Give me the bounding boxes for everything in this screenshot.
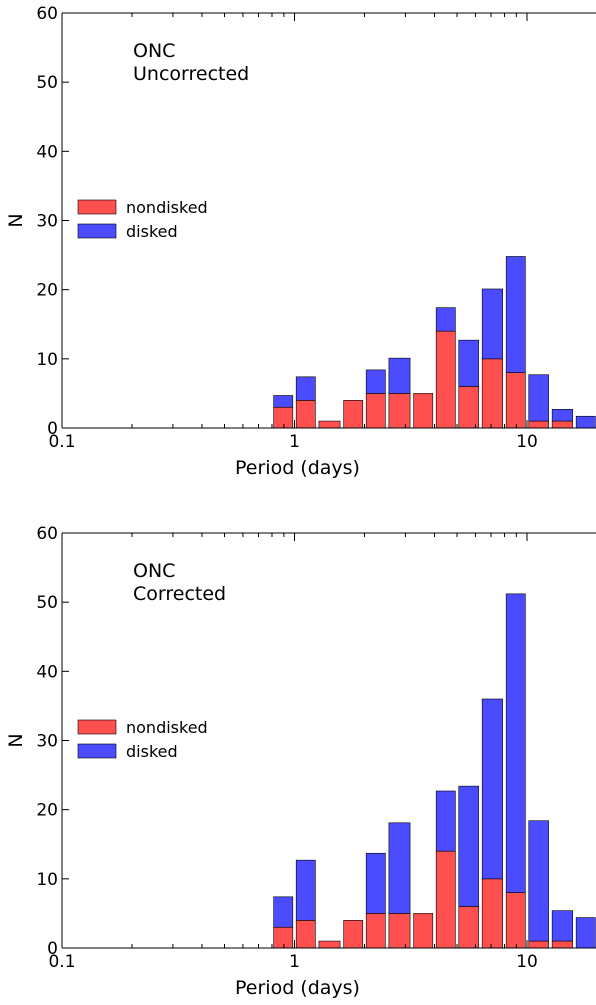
bar-nondisked-9 (481, 878, 503, 949)
x-tick-label: 0.1 (48, 952, 75, 972)
bar-nondisked-4 (365, 393, 386, 429)
x-tick-label: 1 (289, 432, 300, 452)
bar-disked-1 (295, 859, 316, 921)
x-tick-label: 10 (516, 432, 538, 452)
bar-disked-5 (388, 822, 411, 914)
y-tick-label: 30 (36, 212, 58, 232)
bar-nondisked-6 (413, 393, 434, 429)
bar-nondisked-5 (388, 393, 411, 429)
bar-nondisked-7 (435, 850, 456, 949)
bar-disked-4 (365, 369, 386, 394)
bar-nondisked-9 (481, 358, 503, 429)
y-tick-label: 40 (36, 142, 58, 162)
legend-label-disked: disked (126, 742, 178, 761)
panel-annotation-line: ONC (133, 40, 175, 62)
bar-nondisked-2 (318, 420, 341, 429)
panel-annotation-line: Corrected (133, 583, 226, 605)
bar-nondisked-7 (435, 330, 456, 429)
bar-nondisked-8 (458, 386, 479, 429)
y-tick-label: 20 (36, 281, 58, 301)
bar-nondisked-1 (295, 400, 316, 429)
y-tick-label: 60 (36, 4, 58, 24)
bar-nondisked-1 (295, 920, 316, 949)
bar-nondisked-11 (528, 940, 549, 949)
bar-disked-7 (435, 307, 456, 332)
y-tick-label: 60 (36, 524, 58, 544)
bar-nondisked-10 (505, 372, 526, 429)
bar-disked-11 (528, 374, 549, 422)
y-tick-label: 0 (47, 419, 58, 439)
y-tick-label: 0 (47, 939, 58, 959)
bar-nondisked-10 (505, 892, 526, 949)
bar-disked-7 (435, 790, 456, 852)
x-axis-label: Period (days) (235, 457, 360, 479)
bar-nondisked-6 (413, 913, 434, 949)
bar-nondisked-3 (343, 400, 364, 429)
x-tick-label: 1 (289, 952, 300, 972)
bar-disked-13 (575, 917, 596, 949)
bar-nondisked-5 (388, 913, 411, 949)
y-axis-label: N (5, 213, 27, 227)
bar-nondisked-4 (365, 913, 386, 949)
bar-nondisked-8 (458, 906, 479, 949)
bar-disked-11 (528, 820, 549, 942)
bar-disked-12 (551, 409, 573, 422)
legend-swatch-nondisked (77, 199, 117, 215)
y-tick-label: 20 (36, 801, 58, 821)
bar-nondisked-3 (343, 920, 364, 949)
x-tick-label: 10 (516, 952, 538, 972)
y-tick-label: 10 (36, 870, 58, 890)
panel-annotation-line: Uncorrected (133, 63, 249, 85)
bar-disked-10 (505, 256, 526, 373)
panel-annotation-line: ONC (133, 560, 175, 582)
x-axis-label: Period (days) (235, 977, 360, 999)
bar-disked-0 (273, 395, 294, 408)
legend-label-disked: disked (126, 222, 178, 241)
y-tick-label: 40 (36, 662, 58, 682)
bar-disked-5 (388, 357, 411, 394)
bar-nondisked-2 (318, 940, 341, 949)
legend-swatch-disked (77, 223, 117, 239)
bar-disked-13 (575, 415, 596, 429)
bar-disked-9 (481, 698, 503, 880)
bar-nondisked-11 (528, 420, 549, 429)
chart-panel-1: 0 10 20 30 40 50 60 0.1 1 10 Period (days) N ONCUnco… (5, 4, 596, 479)
bar-disked-1 (295, 376, 316, 401)
bar-nondisked-0 (273, 406, 294, 429)
legend-label-nondisked: nondisked (126, 718, 208, 737)
legend-swatch-disked (77, 743, 117, 759)
y-axis-label: N (5, 733, 27, 747)
y-tick-label: 30 (36, 732, 58, 752)
bar-nondisked-12 (551, 940, 573, 949)
bar-nondisked-0 (273, 926, 294, 949)
y-tick-label: 50 (36, 73, 58, 93)
y-tick-label: 10 (36, 350, 58, 370)
bar-disked-8 (458, 785, 479, 907)
bar-disked-10 (505, 593, 526, 893)
bar-nondisked-12 (551, 420, 573, 429)
x-tick-label: 0.1 (48, 432, 75, 452)
legend-swatch-nondisked (77, 719, 117, 735)
bar-disked-8 (458, 339, 479, 387)
bar-disked-4 (365, 852, 386, 914)
bar-disked-9 (481, 288, 503, 360)
y-tick-label: 50 (36, 593, 58, 613)
legend-label-nondisked: nondisked (126, 198, 208, 217)
chart-panel-2: 0 10 20 30 40 50 60 0.1 1 10 Period (days) N ONCCorr… (5, 524, 596, 999)
bar-disked-0 (273, 896, 294, 928)
bar-disked-12 (551, 910, 573, 942)
